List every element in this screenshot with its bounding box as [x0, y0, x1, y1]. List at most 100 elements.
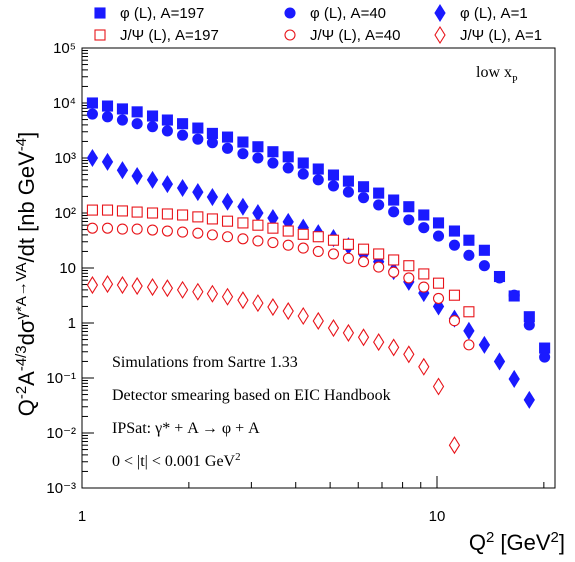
corner-label: low xP — [476, 64, 518, 86]
data-point — [388, 206, 400, 218]
data-point — [403, 272, 415, 284]
data-point — [146, 110, 159, 122]
data-point — [161, 225, 173, 237]
y-tick-label: 10⁴ — [53, 95, 76, 112]
data-point — [116, 103, 128, 115]
data-point — [177, 209, 189, 221]
y-tick-label: 10³ — [54, 150, 76, 167]
data-point — [161, 279, 174, 298]
data-point — [252, 141, 264, 153]
data-point — [357, 243, 370, 255]
data-point — [418, 268, 430, 280]
data-point — [403, 260, 415, 272]
data-point — [116, 223, 128, 235]
data-point — [146, 224, 159, 236]
data-point — [282, 225, 294, 237]
data-point — [463, 321, 475, 340]
data-point — [206, 284, 219, 303]
data-point — [432, 277, 445, 289]
data-point — [221, 142, 234, 154]
data-point — [312, 245, 324, 257]
data-point — [463, 249, 475, 261]
legend-label: φ (L), A=1 — [460, 5, 528, 22]
legend-marker — [434, 25, 446, 45]
label-part: Detector smearing based on EIC Handbook — [112, 387, 391, 404]
data-point — [177, 226, 189, 238]
data-point — [252, 152, 264, 164]
data-point — [101, 275, 114, 294]
data-point — [206, 213, 218, 225]
data-point — [267, 157, 279, 169]
data-point — [403, 201, 415, 213]
data-point — [221, 287, 234, 306]
data-point — [327, 248, 340, 260]
data-point — [206, 127, 218, 139]
data-point — [342, 252, 354, 264]
legend-marker — [94, 7, 106, 19]
data-point — [177, 129, 189, 141]
y-tick-label: 10⁻³ — [46, 480, 76, 497]
data-point — [86, 276, 99, 295]
data-point — [86, 204, 98, 216]
legend-marker — [94, 29, 106, 41]
data-point — [373, 261, 385, 273]
data-point — [116, 205, 128, 217]
y-tick-label: 10 — [59, 260, 76, 277]
legend-label: φ (L), A=40 — [310, 5, 386, 22]
data-point — [493, 272, 506, 284]
label-part: /dt [nb GeV — [14, 151, 39, 263]
data-point — [508, 369, 520, 389]
label-part: ] — [559, 530, 565, 555]
data-point — [403, 345, 415, 364]
data-point — [131, 276, 143, 296]
data-point — [478, 335, 491, 354]
data-point — [161, 175, 174, 194]
data-point — [357, 328, 370, 347]
data-point — [267, 298, 279, 317]
data-point — [252, 235, 264, 247]
data-point — [267, 222, 279, 234]
data-point — [418, 222, 430, 234]
data-point — [86, 148, 99, 168]
data-point — [282, 302, 294, 321]
data-point — [388, 338, 400, 357]
data-point — [342, 323, 355, 342]
label-part: dσ — [14, 319, 39, 345]
data-point — [388, 194, 400, 206]
data-point — [86, 108, 98, 120]
label-part: A — [14, 371, 39, 386]
data-point — [237, 217, 249, 229]
data-point — [448, 436, 461, 455]
data-point — [342, 186, 354, 198]
data-point — [237, 233, 249, 245]
y-tick-label: 10⁻¹ — [46, 370, 76, 387]
data-point — [86, 97, 98, 109]
data-point — [463, 234, 475, 246]
data-point — [478, 260, 490, 272]
data-point — [161, 114, 173, 126]
data-point — [131, 223, 143, 235]
data-point — [192, 227, 204, 239]
y-tick-label: 10⁵ — [53, 40, 76, 57]
label-part: 2 — [235, 451, 240, 463]
data-point — [493, 352, 506, 371]
data-point — [86, 222, 98, 234]
data-point — [312, 311, 324, 330]
data-point — [221, 192, 234, 211]
data-point — [192, 183, 204, 202]
label-part: -4 — [13, 138, 30, 151]
data-point — [116, 114, 128, 126]
label-part: IPSat: γ* + A → φ + A — [112, 420, 260, 437]
data-point — [192, 122, 204, 134]
data-point — [297, 306, 309, 326]
data-point — [312, 163, 324, 175]
legend-marker — [434, 3, 446, 23]
data-point — [252, 219, 264, 231]
annotation: 0 < |t| < 0.001 GeV2 — [112, 451, 241, 470]
data-point — [327, 234, 340, 246]
data-point — [101, 222, 114, 234]
legend-label: J/Ψ (L), A=1 — [460, 27, 542, 44]
data-point — [312, 231, 324, 243]
label-part: γ*A→VA — [13, 262, 30, 319]
